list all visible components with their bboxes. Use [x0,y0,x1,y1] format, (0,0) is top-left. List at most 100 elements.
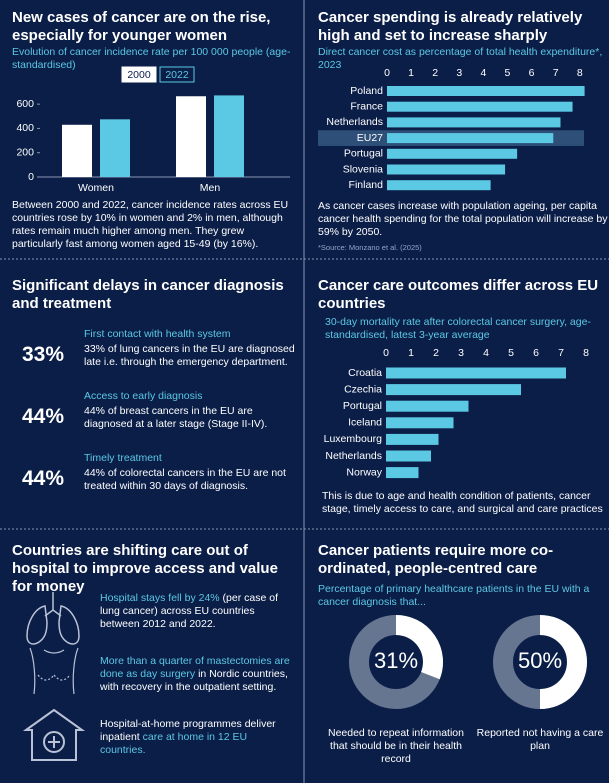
x-tick-label: 4 [480,67,486,79]
x-tick-label: 3 [458,347,464,359]
bar [62,124,92,177]
chart-subtitle: Direct cancer cost as percentage of tota… [318,46,603,71]
chart-title: New cases of cancer are on the rise, esp… [12,9,271,44]
y-tick-label: Portugal [343,400,382,412]
x-tick-label: 7 [553,67,559,79]
x-tick-label: 4 [483,347,489,359]
bar [386,467,419,479]
x-tick-label: 8 [577,67,583,79]
home-icon [22,708,86,761]
x-tick-label: Men [200,182,221,194]
item-text: 44% of colorectal cancers in the EU are … [84,467,286,492]
stat: 33% [22,343,65,366]
y-tick-label: 600 [16,98,34,110]
item-text: 44% of breast cancers in the EU are diag… [84,405,268,430]
x-tick-label: 1 [408,347,414,359]
chart-note: This is due to age and health condition … [322,490,603,515]
bar [387,180,491,191]
value-label: 31% [374,648,418,673]
text-part: More than a quarter of mastectomies are … [100,655,290,680]
x-tick-label: 0 [383,347,389,359]
bar [387,148,518,159]
stat: 44% [22,405,65,428]
bar [386,433,439,445]
legend-box [159,66,195,83]
donut-arc [395,615,443,680]
donut-caption: Needed to repeat information that should… [327,727,464,765]
chart-note: As cancer cases increase with population… [318,200,608,238]
y-tick-label: Croatia [348,367,382,379]
text-part: Hospital stays fell by 24% [100,592,220,604]
y-tick-label: Poland [350,85,383,97]
x-tick-label: Women [78,182,114,194]
bar [386,417,454,429]
value-label: 50% [518,648,562,673]
bar [387,133,554,144]
bar [386,400,469,412]
x-tick-label: 1 [408,67,414,79]
section-title: Countries are shifting care out of hospi… [12,542,278,595]
y-tick-label: Netherlands [326,116,383,128]
x-tick-label: 2 [432,67,438,79]
x-tick-label: 3 [456,67,462,79]
item-heading: Timely treatment [84,452,162,464]
item-heading: First contact with health system [84,328,231,340]
item-heading: Access to early diagnosis [84,390,203,402]
bar [386,367,566,379]
donut-caption: Reported not having a care plan [476,727,604,752]
chart-note: Between 2000 and 2022, cancer incidence … [12,199,289,250]
item-text: 33% of lung cancers in the EU are diagno… [84,343,295,368]
y-tick-label: 400 [16,122,34,134]
chart-subtitle: 30-day mortality rate after colorectal c… [325,316,591,341]
text-part: care at home in 12 EU countries. [100,731,248,756]
chart-title: Cancer patients require more co-ordinate… [318,542,554,577]
torso-icon [29,647,79,695]
section-title: Significant delays in cancer diagnosis a… [12,277,284,312]
bar [387,86,585,96]
legend-label: 2000 [127,69,151,81]
legend-box [121,66,157,83]
bar [386,384,521,396]
text-part: (per case of lung cancer) across EU coun… [100,592,279,630]
y-tick-label: Norway [346,466,382,478]
x-tick-label: 5 [505,67,511,79]
bar [386,450,431,462]
x-tick-label: 7 [558,347,564,359]
stat: 44% [22,467,65,490]
chart-title: Cancer care outcomes differ across EU co… [318,277,599,312]
chart-title: Cancer spending is already relatively hi… [318,9,583,44]
y-tick-label: Luxembourg [324,433,383,445]
x-tick-label: 5 [508,347,514,359]
donut-arc [539,615,587,709]
item-text: Hospital stays fell by 24% (per case of … [100,592,295,631]
y-tick-label: Finland [349,179,384,191]
legend-label: 2022 [165,69,189,81]
y-tick-label: Netherlands [325,450,382,462]
y-tick-label: 0 [28,171,34,183]
bar [214,95,244,177]
x-tick-label: 0 [384,67,390,79]
y-tick-label: Slovenia [343,163,383,175]
bar [176,96,206,177]
y-tick-label: Iceland [348,417,382,429]
bar [387,164,506,175]
y-tick-label: 200 [16,146,34,158]
y-tick-label: France [350,100,383,112]
chart-source: *Source: Monzano et al. (2025) [318,243,422,252]
x-tick-label: 6 [533,347,539,359]
x-tick-label: 8 [583,347,589,359]
x-tick-label: 2 [433,347,439,359]
item-text: More than a quarter of mastectomies are … [100,655,295,694]
item-text: Hospital-at-home programmes deliver inpa… [100,718,295,757]
text-part: Hospital-at-home programmes deliver inpa… [100,718,276,743]
chart-subtitle: Percentage of primary healthcare patient… [318,583,590,608]
bar [100,119,130,177]
lungs-icon [26,592,80,645]
x-tick-label: 6 [529,67,535,79]
y-tick-label: EU27 [357,132,383,144]
bar [387,117,561,128]
bar [387,101,573,112]
chart-subtitle: Evolution of cancer incidence rate per 1… [12,46,291,71]
